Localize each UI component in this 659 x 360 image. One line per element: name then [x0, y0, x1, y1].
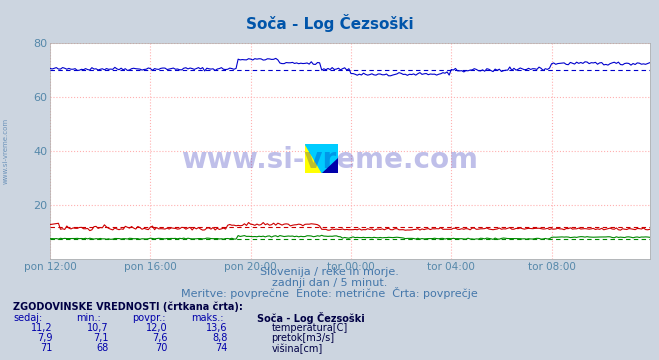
Polygon shape: [305, 144, 338, 173]
Text: sedaj:: sedaj:: [13, 312, 42, 323]
Text: 71: 71: [40, 343, 53, 354]
Text: Slovenija / reke in morje.: Slovenija / reke in morje.: [260, 267, 399, 277]
Text: Soča - Log Čezsoški: Soča - Log Čezsoški: [257, 311, 365, 324]
Text: www.si-vreme.com: www.si-vreme.com: [181, 146, 478, 174]
Text: 11,2: 11,2: [31, 323, 53, 333]
Text: 8,8: 8,8: [212, 333, 227, 343]
Text: 12,0: 12,0: [146, 323, 168, 333]
Text: Meritve: povprečne  Enote: metrične  Črta: povprečje: Meritve: povprečne Enote: metrične Črta:…: [181, 287, 478, 300]
Text: 7,9: 7,9: [37, 333, 53, 343]
Text: 68: 68: [96, 343, 109, 354]
Text: 74: 74: [215, 343, 227, 354]
Text: povpr.:: povpr.:: [132, 312, 165, 323]
Text: min.:: min.:: [76, 312, 101, 323]
Text: www.si-vreme.com: www.si-vreme.com: [2, 118, 9, 184]
Text: pretok[m3/s]: pretok[m3/s]: [272, 333, 335, 343]
Text: 7,6: 7,6: [152, 333, 168, 343]
Text: temperatura[C]: temperatura[C]: [272, 323, 348, 333]
Text: 70: 70: [156, 343, 168, 354]
Text: Soča - Log Čezsoški: Soča - Log Čezsoški: [246, 14, 413, 32]
Text: višina[cm]: višina[cm]: [272, 343, 323, 354]
Text: 13,6: 13,6: [206, 323, 227, 333]
Text: ZGODOVINSKE VREDNOSTI (črtkana črta):: ZGODOVINSKE VREDNOSTI (črtkana črta):: [13, 301, 243, 312]
Text: 10,7: 10,7: [87, 323, 109, 333]
Text: 7,1: 7,1: [93, 333, 109, 343]
Polygon shape: [322, 158, 338, 173]
Text: maks.:: maks.:: [191, 312, 223, 323]
Polygon shape: [305, 144, 322, 173]
Text: zadnji dan / 5 minut.: zadnji dan / 5 minut.: [272, 278, 387, 288]
